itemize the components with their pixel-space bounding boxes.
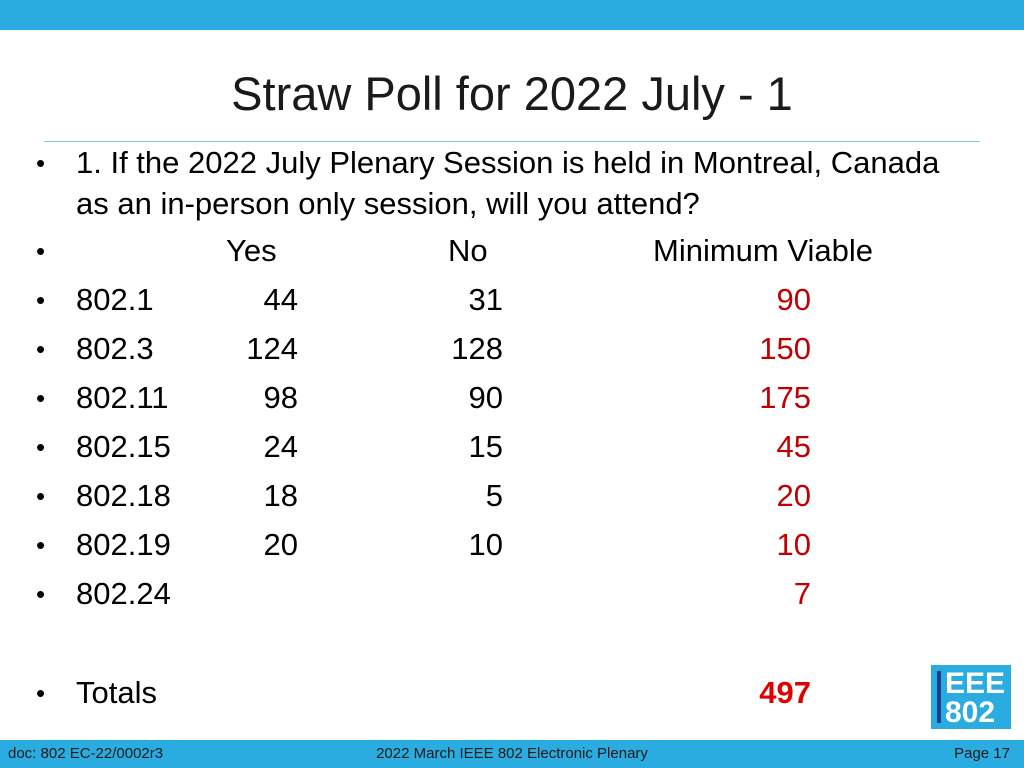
row-yes: 124 xyxy=(246,331,298,366)
header-minimum-viable: Minimum Viable xyxy=(653,233,873,268)
bullet-row: • xyxy=(36,432,46,462)
row-no: 10 xyxy=(468,527,503,562)
logo-accent-bar xyxy=(937,671,941,723)
totals-minimum: 497 xyxy=(759,675,811,710)
bullet-row: • xyxy=(36,285,46,315)
row-yes: 44 xyxy=(263,282,298,317)
totals-row: Totals 497 xyxy=(0,673,1024,713)
row-minimum: 20 xyxy=(776,478,811,513)
bullet-row: • xyxy=(36,579,46,609)
row-no: 5 xyxy=(485,478,503,513)
bullet-row: • xyxy=(36,334,46,364)
bullet-row: • xyxy=(36,383,46,413)
header-yes: Yes xyxy=(226,233,277,268)
table-row: 802.18 18 5 20 xyxy=(0,476,1024,516)
top-accent-bar xyxy=(0,0,1024,30)
table-header-row: Yes No Minimum Viable xyxy=(0,231,1024,271)
table-row: 802.24 7 xyxy=(0,574,1024,614)
row-minimum: 90 xyxy=(776,282,811,317)
row-group: 802.18 xyxy=(76,478,171,513)
bullet-question: • xyxy=(36,148,46,178)
table-row: 802.3 124 128 150 xyxy=(0,329,1024,369)
row-minimum: 150 xyxy=(759,331,811,366)
table-row: 802.15 24 15 45 xyxy=(0,427,1024,467)
row-group: 802.1 xyxy=(76,282,154,317)
row-no: 128 xyxy=(451,331,503,366)
footer-doc-id: doc: 802 EC-22/0002r3 xyxy=(8,745,164,762)
row-yes: 24 xyxy=(263,429,298,464)
logo-text-top: EEE xyxy=(945,667,1006,700)
row-no: 90 xyxy=(468,380,503,415)
row-minimum: 45 xyxy=(776,429,811,464)
table-row: 802.1 44 31 90 xyxy=(0,280,1024,320)
ieee-802-logo: EEE 802 xyxy=(931,665,1011,729)
poll-question: 1. If the 2022 July Plenary Session is h… xyxy=(76,145,940,221)
row-minimum: 7 xyxy=(793,576,811,611)
footer-page-number: Page 17 xyxy=(954,745,1010,762)
row-group: 802.3 xyxy=(76,331,154,366)
bullet-totals: • xyxy=(36,678,46,708)
header-no: No xyxy=(448,233,488,268)
row-no: 15 xyxy=(468,429,503,464)
footer-bar: doc: 802 EC-22/0002r3 2022 March IEEE 80… xyxy=(0,740,1024,768)
row-minimum: 175 xyxy=(759,380,811,415)
footer-event: 2022 March IEEE 802 Electronic Plenary xyxy=(376,745,648,762)
table-row: 802.11 98 90 175 xyxy=(0,378,1024,418)
row-minimum: 10 xyxy=(776,527,811,562)
row-group: 802.11 xyxy=(76,380,169,415)
row-yes: 20 xyxy=(263,527,298,562)
row-group: 802.24 xyxy=(76,576,171,611)
table-row: 802.19 20 10 10 xyxy=(0,525,1024,565)
row-no: 31 xyxy=(468,282,503,317)
bullet-row: • xyxy=(36,530,46,560)
slide-title: Straw Poll for 2022 July - 1 xyxy=(231,67,793,120)
bullet-row: • xyxy=(36,481,46,511)
totals-label: Totals xyxy=(76,675,157,710)
bullet-header: • xyxy=(36,236,46,266)
logo-text-bottom: 802 xyxy=(945,696,996,729)
row-yes: 18 xyxy=(263,478,298,513)
title-divider xyxy=(44,141,980,142)
row-group: 802.15 xyxy=(76,429,171,464)
row-yes: 98 xyxy=(263,380,298,415)
row-group: 802.19 xyxy=(76,527,171,562)
